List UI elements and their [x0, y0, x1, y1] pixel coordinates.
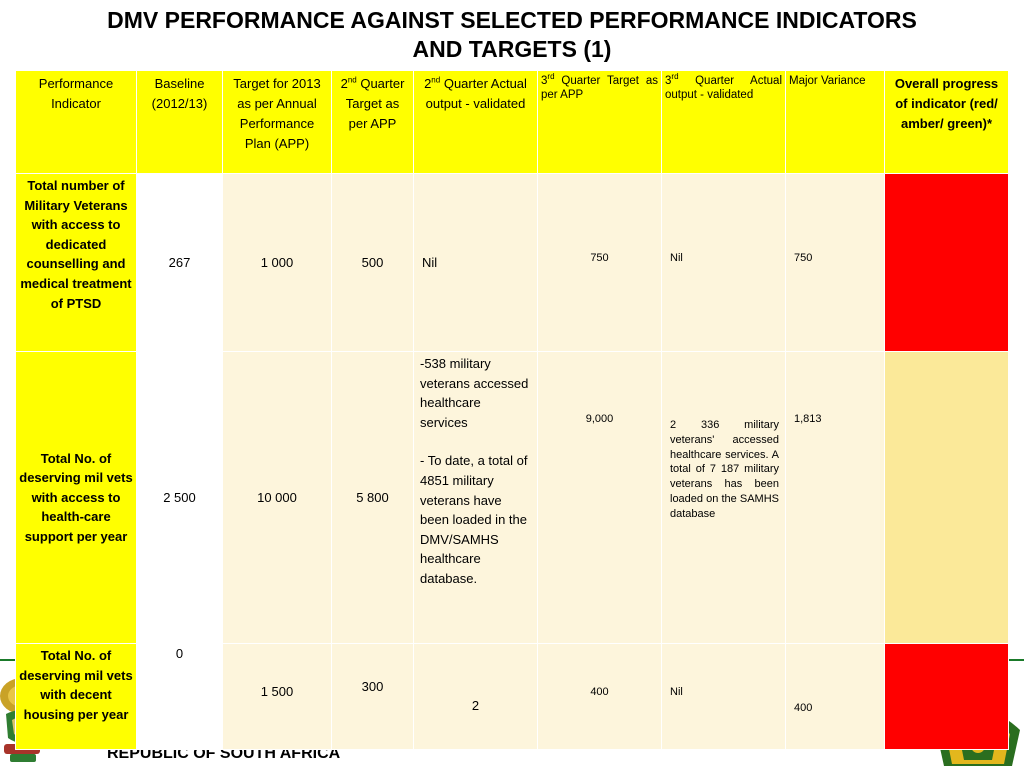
row2-status-amber [884, 351, 1009, 644]
header-q2-actual-num: 2 [424, 76, 432, 91]
title-line-1: DMV PERFORMANCE AGAINST SELECTED PERFORM… [107, 7, 917, 33]
header-indicator: Performance Indicator [15, 70, 137, 174]
table-row: Total No. of deserving mil vets with acc… [15, 351, 1009, 644]
table-header-row: Performance Indicator Baseline (2012/13)… [15, 70, 1009, 174]
row2-q2-target: 5 800 [331, 351, 414, 644]
row2-q2-actual-p1: -538 military veterans accessed healthca… [420, 356, 529, 430]
header-q2-actual: 2nd Quarter Actual output - validated [413, 70, 538, 174]
row1-target-app: 1 000 [222, 173, 332, 352]
row2-baseline: 2 500 [136, 351, 223, 644]
header-q2-actual-sup: nd [431, 75, 441, 85]
title-line-2: AND TARGETS (1) [412, 36, 612, 62]
header-q3-target-text: Quarter Target as per APP [541, 75, 658, 101]
table-row: Total number of Military Veterans with a… [15, 173, 1009, 352]
header-indicator-text: Performance Indicator [38, 76, 114, 111]
header-q3-actual-num: 3 [665, 75, 672, 87]
performance-table: Performance Indicator Baseline (2012/13)… [15, 70, 1009, 750]
row3-status-red [884, 643, 1009, 750]
row3-target-app: 1 500 [222, 643, 332, 750]
header-target-app: Target for 2013 as per Annual Performanc… [222, 70, 332, 174]
header-q3-target: 3rd Quarter Target as per APP [537, 70, 662, 174]
header-q3-target-sup: rd [547, 72, 555, 82]
row3-q3-actual: Nil [661, 643, 786, 750]
row1-baseline: 267 [136, 173, 223, 352]
row2-indicator: Total No. of deserving mil vets with acc… [15, 351, 137, 644]
row2-q3-actual: 2 336 military veterans' accessed health… [661, 351, 786, 644]
header-q3-target-num: 3 [541, 75, 548, 87]
header-progress: Overall progress of indicator (red/ ambe… [884, 70, 1009, 174]
row1-variance: 750 [785, 173, 885, 352]
row1-q2-target: 500 [331, 173, 414, 352]
header-q2-target-sup: nd [347, 75, 357, 85]
table-row: Total No. of deserving mil vets with dec… [15, 643, 1009, 750]
row3-q2-actual: 2 [413, 643, 538, 750]
header-progress-text: Overall progress of indicator (red/ ambe… [894, 76, 999, 131]
row3-indicator: Total No. of deserving mil vets with dec… [15, 643, 137, 750]
row1-status-red [884, 173, 1009, 352]
row2-target-app: 10 000 [222, 351, 332, 644]
row1-q3-target: 750 [537, 173, 662, 352]
row2-q3-target: 9,000 [537, 351, 662, 644]
row1-q2-actual: Nil [413, 173, 538, 352]
row1-indicator: Total number of Military Veterans with a… [15, 173, 137, 352]
header-q2-actual-text: Quarter Actual output - validated [425, 76, 527, 111]
row3-baseline: 0 [136, 643, 223, 750]
header-q3-actual-sup: rd [671, 72, 679, 82]
header-q2-target-text: Quarter Target as per APP [345, 76, 405, 131]
header-target-app-text: Target for 2013 as per Annual Performanc… [233, 76, 321, 151]
row2-q2-actual-p2: - To date, a total of 4851 military vete… [420, 453, 528, 586]
row1-q3-actual: Nil [661, 173, 786, 352]
header-q2-target-num: 2 [340, 76, 348, 91]
header-baseline: Baseline (2012/13) [136, 70, 223, 174]
row2-q2-actual: -538 military veterans accessed healthca… [413, 351, 538, 644]
row3-variance: 400 [785, 643, 885, 750]
header-q3-actual-text: Quarter Actual output - validated [665, 75, 782, 101]
header-q2-target: 2nd Quarter Target as per APP [331, 70, 414, 174]
row2-variance: 1,813 [785, 351, 885, 644]
header-baseline-text: Baseline (2012/13) [151, 76, 208, 111]
row3-q3-target: 400 [537, 643, 662, 750]
header-q3-actual: 3rd Quarter Actual output - validated [661, 70, 786, 174]
header-variance-text: Major Variance [789, 75, 866, 87]
page-title: DMV PERFORMANCE AGAINST SELECTED PERFORM… [0, 6, 1024, 64]
row3-q2-target: 300 [331, 643, 414, 750]
header-variance: Major Variance [785, 70, 885, 174]
